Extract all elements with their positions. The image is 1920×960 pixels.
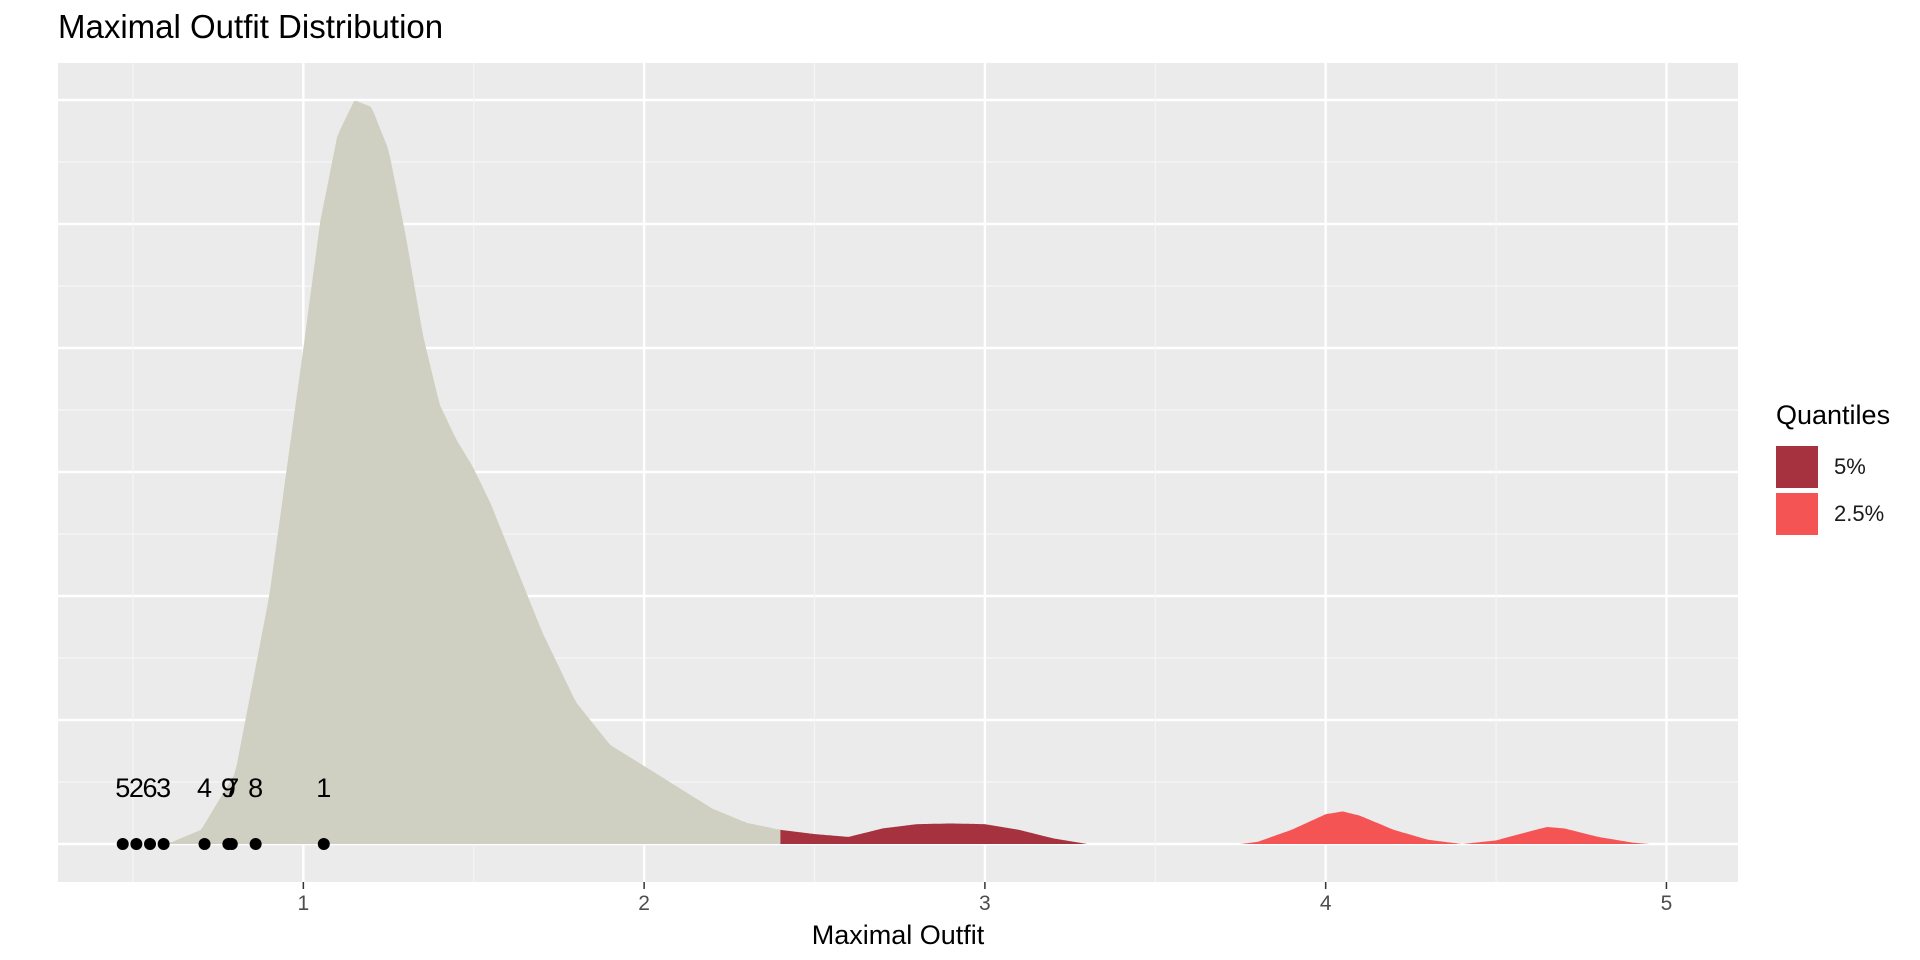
legend-item-2-5pct: 2.5% (1776, 490, 1890, 537)
x-tick-label: 1 (298, 892, 310, 915)
x-axis: 1 2 3 4 5 (298, 882, 1673, 915)
data-point (225, 838, 238, 850)
x-tick-label: 2 (638, 892, 650, 915)
point-label: 1 (316, 773, 331, 803)
data-point (130, 838, 143, 850)
legend-item-5pct: 5% (1776, 443, 1890, 490)
legend-label-5pct: 5% (1834, 453, 1866, 479)
point-label: 4 (197, 773, 212, 803)
point-label: 6 (142, 773, 157, 803)
legend-title: Quantiles (1776, 400, 1891, 430)
data-point (157, 838, 170, 850)
chart-title: Maximal Outfit Distribution (58, 8, 444, 45)
density-area-quantile (1233, 811, 1650, 844)
data-point (249, 838, 262, 850)
x-tick-label: 3 (979, 892, 991, 915)
point-label: 3 (156, 773, 171, 803)
data-point (144, 838, 157, 850)
legend-label-2-5pct: 2.5% (1834, 500, 1885, 526)
data-point (116, 838, 129, 850)
x-axis-title: Maximal Outfit (812, 920, 985, 950)
data-point (198, 838, 211, 850)
point-label: 9 (221, 773, 236, 803)
density-area-main (167, 100, 781, 844)
x-tick-label: 5 (1661, 892, 1673, 915)
x-tick-label: 4 (1320, 892, 1332, 915)
point-label: 7 (224, 773, 239, 803)
legend: Quantiles 5% 2.5% (1776, 400, 1890, 537)
point-label: 5 (115, 773, 130, 803)
data-point (317, 838, 330, 850)
point-label: 8 (248, 773, 263, 803)
legend-swatch-2-5pct (1776, 492, 1818, 535)
density-layer (167, 100, 1650, 844)
density-area-quantile (780, 823, 1088, 844)
legend-swatch-5pct (1776, 445, 1818, 488)
point-label: 2 (129, 773, 144, 803)
